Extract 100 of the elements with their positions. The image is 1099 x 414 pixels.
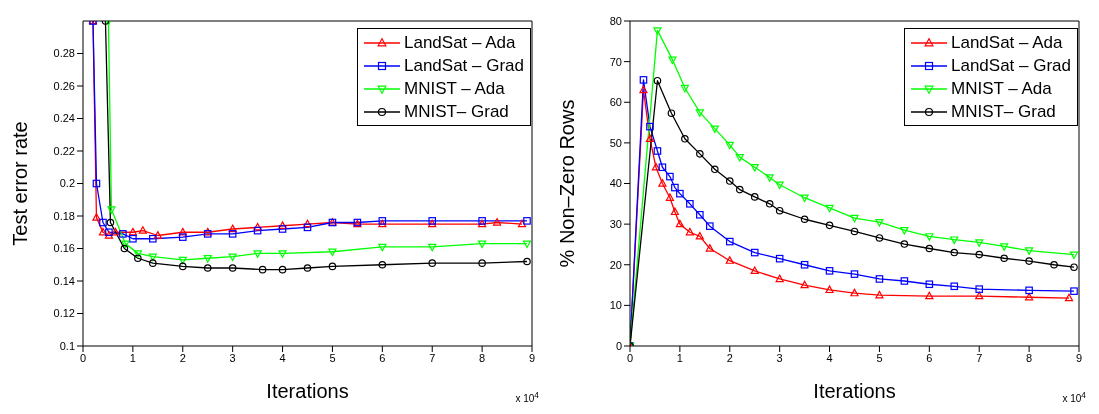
point xyxy=(658,179,667,187)
point xyxy=(696,210,704,219)
point xyxy=(671,183,679,192)
legend-label: LandSat – Grad xyxy=(950,55,1071,77)
point xyxy=(378,243,387,252)
legend-label: MNIST – Ada xyxy=(403,78,505,100)
point xyxy=(98,227,108,236)
point xyxy=(686,200,694,208)
point xyxy=(775,181,784,190)
point xyxy=(735,153,744,162)
point xyxy=(178,256,187,265)
point xyxy=(825,267,834,275)
y-tick-label: 0.26 xyxy=(53,79,75,92)
y-axis-title: Test error rate xyxy=(9,121,32,246)
x-tick-label: 6 xyxy=(926,351,933,364)
point xyxy=(258,265,267,274)
y-tick-label: 30 xyxy=(609,218,622,231)
point xyxy=(750,164,759,172)
point xyxy=(875,290,884,299)
point xyxy=(1025,257,1033,265)
point xyxy=(711,165,719,174)
point xyxy=(278,225,287,233)
point xyxy=(900,227,909,235)
point xyxy=(149,234,157,243)
point xyxy=(653,27,662,35)
point xyxy=(725,256,734,264)
point xyxy=(149,259,157,267)
point xyxy=(670,207,680,216)
x-tick-label: 0 xyxy=(626,351,634,364)
point xyxy=(775,274,784,283)
point xyxy=(800,260,809,269)
point xyxy=(775,206,784,215)
point xyxy=(1000,254,1008,263)
point xyxy=(121,240,130,249)
point xyxy=(133,250,142,258)
point xyxy=(138,226,147,234)
point xyxy=(676,189,684,198)
y-tick-label: 10 xyxy=(609,299,622,312)
y-tick-label: 0.18 xyxy=(53,209,75,222)
y-tick-label: 40 xyxy=(609,177,622,190)
point xyxy=(111,227,120,236)
point xyxy=(477,240,487,249)
x-tick-label: 5 xyxy=(329,351,336,364)
point xyxy=(646,122,654,131)
x-axis-title: Iterations xyxy=(813,380,896,402)
point xyxy=(850,288,859,297)
point xyxy=(651,162,661,171)
point xyxy=(148,253,157,262)
x-tick-label: 9 xyxy=(528,351,536,364)
x-tick-label: 2 xyxy=(179,351,186,364)
point xyxy=(667,109,676,118)
point xyxy=(523,217,531,225)
y-tick-label: 60 xyxy=(609,96,622,109)
y-tick-label: 70 xyxy=(609,55,622,68)
x-tick-label: 8 xyxy=(1026,351,1033,364)
point xyxy=(178,227,187,236)
point xyxy=(975,291,984,300)
point xyxy=(303,264,312,272)
point xyxy=(119,230,127,238)
point xyxy=(278,221,287,229)
x-tick-label: 9 xyxy=(1075,351,1083,364)
x-tick-label: 4 xyxy=(279,351,286,364)
x-tick-label: 7 xyxy=(429,351,436,364)
point xyxy=(875,275,884,283)
point xyxy=(925,244,934,253)
point xyxy=(120,244,129,253)
x-tick-label: 8 xyxy=(479,351,486,364)
point xyxy=(680,84,689,93)
point xyxy=(668,56,677,65)
point xyxy=(99,218,107,227)
legend-label: MNIST – Ada xyxy=(950,78,1052,100)
text: x 10$^{4}$ xyxy=(1062,389,1086,404)
y-tick-label: 50 xyxy=(609,136,622,149)
point xyxy=(850,214,859,223)
x-tick-label: 6 xyxy=(379,351,386,364)
point xyxy=(1050,260,1058,269)
text: x 10$^{4}$ xyxy=(515,389,539,404)
point xyxy=(278,265,287,274)
point xyxy=(875,234,884,242)
point xyxy=(695,231,704,240)
point xyxy=(975,250,984,259)
point xyxy=(92,213,101,221)
y-tick-label: 0.22 xyxy=(53,144,75,157)
point xyxy=(825,204,834,213)
point xyxy=(1025,286,1033,295)
point xyxy=(975,285,984,293)
point xyxy=(900,277,909,285)
legend-label: MNIST– Grad xyxy=(403,101,509,123)
point xyxy=(696,150,704,158)
y-tick-label: 0.24 xyxy=(53,112,75,125)
point xyxy=(107,206,116,214)
point xyxy=(517,219,527,228)
point xyxy=(523,257,531,266)
point xyxy=(1024,247,1034,255)
legend-label: LandSat – Grad xyxy=(403,55,524,77)
x-tick-label: 7 xyxy=(976,351,983,364)
point xyxy=(203,255,212,263)
point xyxy=(706,222,714,230)
x-axis-title: Iterations xyxy=(266,380,349,402)
x-tick-label: 2 xyxy=(726,351,733,364)
